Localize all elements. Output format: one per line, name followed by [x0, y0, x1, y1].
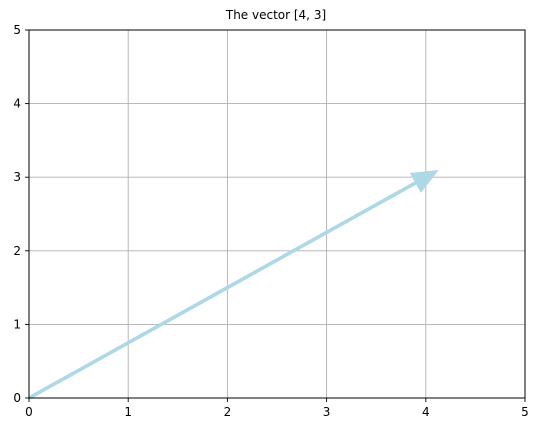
y-tick-label: 0: [13, 391, 21, 405]
x-tick-label: 5: [521, 405, 529, 419]
x-tick-label: 4: [422, 405, 430, 419]
x-tick-label: 0: [25, 405, 33, 419]
plot-frame: [28, 29, 526, 399]
y-tick-label: 1: [13, 317, 21, 331]
x-axis: 0 1 2 3 4 5: [25, 398, 529, 419]
x-tick-label: 1: [124, 405, 132, 419]
y-axis: 0 1 2 3 4 5: [13, 23, 29, 405]
vector-arrow: [27, 169, 439, 400]
x-tick-label: 3: [323, 405, 331, 419]
vector-layer: [27, 169, 439, 400]
y-tick-label: 5: [13, 23, 21, 37]
chart-title: The vector [4, 3]: [225, 8, 326, 22]
y-tick-label: 2: [13, 244, 21, 258]
x-tick-label: 2: [224, 405, 232, 419]
y-tick-label: 4: [13, 97, 21, 111]
grid-lines: [28, 29, 526, 399]
y-tick-label: 3: [13, 170, 21, 184]
